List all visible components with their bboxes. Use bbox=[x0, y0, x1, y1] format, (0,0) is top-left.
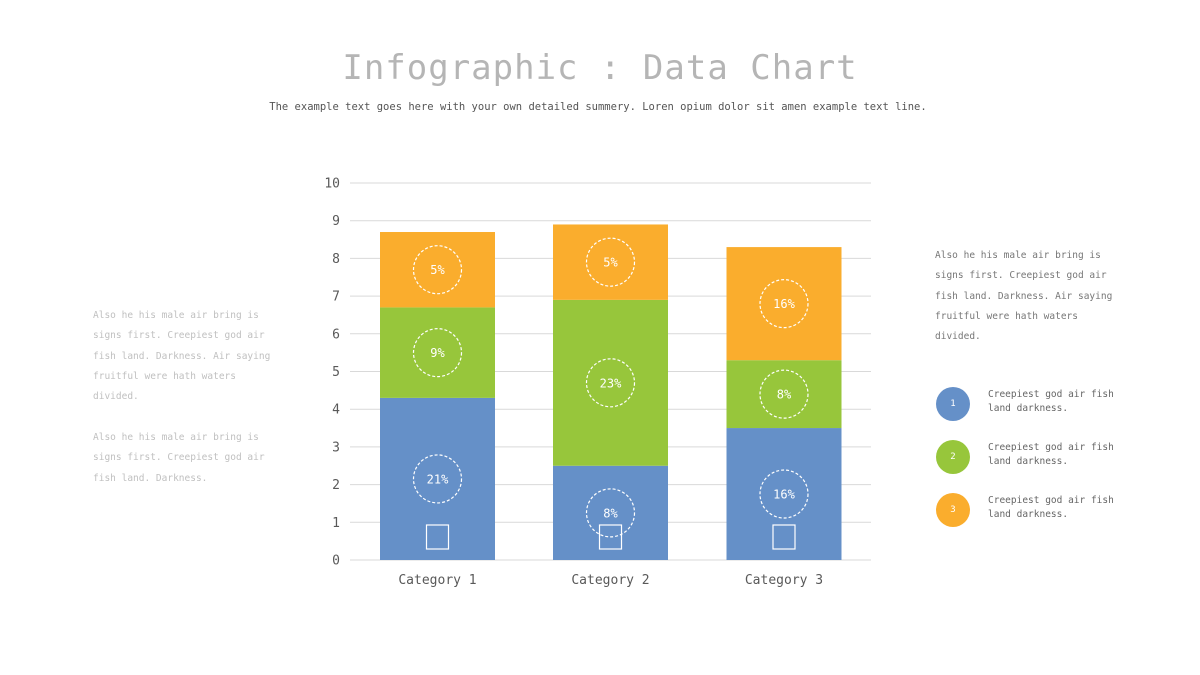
left-paragraph-1: Also he his male air bring is signs firs… bbox=[93, 310, 271, 403]
bar-segment-cat2-series1 bbox=[553, 465, 668, 560]
x-tick-label: Category 3 bbox=[745, 573, 823, 588]
data-label-ring-cat1-series1 bbox=[412, 454, 463, 504]
bar-segment-cat1-series1 bbox=[380, 397, 495, 560]
data-label-cat3-series3: 16% bbox=[773, 297, 795, 311]
bar-segment-cat3-series3 bbox=[726, 247, 842, 361]
bar-segment-cat1-series2 bbox=[380, 307, 495, 398]
legend-marker-2: 2 bbox=[936, 440, 970, 474]
y-tick-label: 1 bbox=[332, 516, 340, 531]
y-tick-label: 8 bbox=[332, 252, 340, 267]
y-tick-label: 7 bbox=[332, 290, 340, 305]
x-tick-label: Category 2 bbox=[571, 573, 649, 588]
y-tick-label: 0 bbox=[332, 554, 340, 569]
data-label-ring-cat2-series1 bbox=[585, 488, 636, 538]
y-tick-label: 5 bbox=[332, 365, 340, 380]
x-tick-label: Category 1 bbox=[398, 573, 476, 588]
data-label-ring-cat3-series1 bbox=[759, 469, 809, 519]
y-tick-label: 6 bbox=[332, 327, 340, 342]
legend-item-3: 3 Creepiest god air fish land darkness. bbox=[936, 493, 1136, 529]
page-subtitle: The example text goes here with your own… bbox=[269, 101, 927, 113]
legend-marker-1: 1 bbox=[936, 387, 970, 421]
square-icon bbox=[425, 524, 450, 550]
legend-text-2: Creepiest god air fish land darkness. bbox=[988, 442, 1114, 467]
bar-segment-cat1-series3 bbox=[380, 232, 495, 308]
data-label-cat2-series3: 5% bbox=[603, 256, 618, 270]
data-label-ring-cat1-series3 bbox=[412, 245, 463, 295]
y-tick-label: 3 bbox=[332, 440, 340, 455]
legend-item-2: 2 Creepiest god air fish land darkness. bbox=[936, 440, 1136, 476]
right-paragraph: Also he his male air bring is signs firs… bbox=[935, 250, 1113, 343]
bar-segment-cat3-series2 bbox=[726, 360, 842, 429]
square-icon bbox=[598, 524, 623, 550]
y-tick-label: 9 bbox=[332, 214, 340, 229]
data-label-cat1-series1: 21% bbox=[427, 472, 449, 486]
bar-segment-cat2-series2 bbox=[553, 299, 668, 466]
bar-segment-cat2-series3 bbox=[553, 224, 668, 300]
legend-text-3: Creepiest god air fish land darkness. bbox=[988, 495, 1114, 520]
data-label-cat2-series1: 8% bbox=[603, 506, 618, 520]
data-label-cat3-series2: 8% bbox=[777, 388, 792, 402]
data-label-ring-cat1-series2 bbox=[412, 328, 463, 378]
y-tick-label: 10 bbox=[324, 177, 340, 192]
data-label-cat3-series1: 16% bbox=[773, 488, 795, 502]
data-label-ring-cat3-series3 bbox=[759, 279, 809, 329]
legend-item-1: 1 Creepiest god air fish land darkness. bbox=[936, 387, 1136, 423]
legend-text-1: Creepiest god air fish land darkness. bbox=[988, 389, 1114, 414]
data-label-ring-cat3-series2 bbox=[759, 369, 809, 419]
page-title: Infographic : Data Chart bbox=[342, 48, 858, 88]
data-label-cat1-series3: 5% bbox=[430, 263, 445, 277]
y-tick-label: 2 bbox=[332, 478, 340, 493]
data-label-cat2-series2: 23% bbox=[600, 376, 622, 390]
bar-segment-cat3-series1 bbox=[726, 428, 842, 560]
data-label-cat1-series2: 9% bbox=[430, 346, 445, 360]
data-label-ring-cat2-series2 bbox=[585, 358, 636, 408]
legend-marker-3: 3 bbox=[936, 493, 970, 527]
square-icon bbox=[772, 524, 796, 550]
data-label-ring-cat2-series3 bbox=[585, 237, 636, 287]
left-paragraph-2: Also he his male air bring is signs firs… bbox=[93, 432, 265, 484]
y-tick-label: 4 bbox=[332, 403, 340, 418]
